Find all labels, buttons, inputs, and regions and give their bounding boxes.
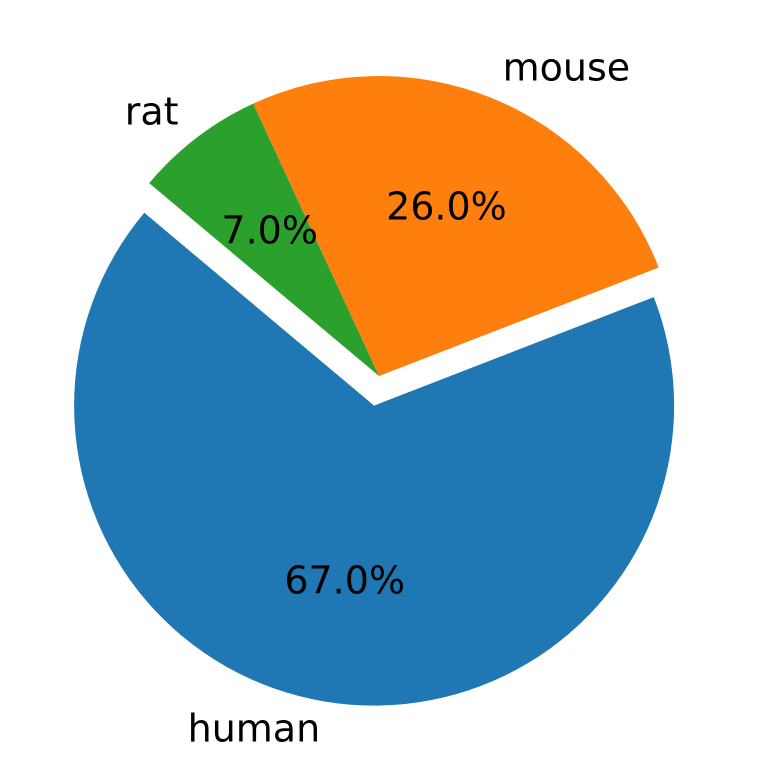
slice-pct-rat: 7.0% [221, 209, 318, 253]
slice-pct-mouse: 26.0% [386, 185, 507, 229]
slice-label-human: human [188, 707, 321, 751]
slice-label-rat: rat [125, 89, 179, 133]
pie-slices [74, 76, 675, 706]
slice-label-mouse: mouse [503, 46, 631, 90]
pie-labels: human 67.0% mouse 26.0% rat 7.0% [125, 46, 630, 751]
slice-pct-human: 67.0% [284, 559, 405, 603]
pie-slice-mouse [253, 76, 659, 376]
pie-slice-rat [149, 103, 379, 377]
pie-slice-human [74, 212, 675, 706]
